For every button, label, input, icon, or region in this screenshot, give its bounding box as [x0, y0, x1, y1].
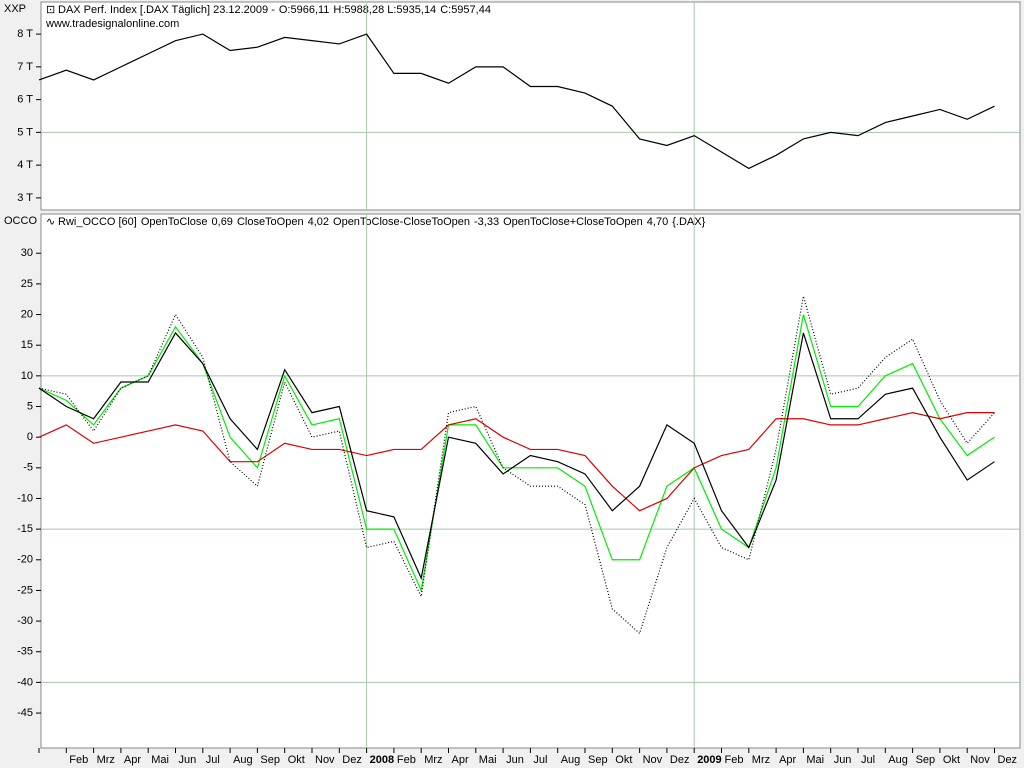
y-tick-label: 5: [27, 400, 33, 412]
x-tick-label: Okt: [615, 754, 632, 766]
x-tick-label: Mrz: [97, 754, 115, 766]
hlc-values: H:5988,28 L:5935,14: [333, 4, 436, 16]
x-tick-label: Okt: [943, 754, 960, 766]
axis-name: OCCO: [4, 215, 37, 227]
x-tick-label: Jul: [533, 754, 547, 766]
y-tick-label: 0: [27, 431, 33, 443]
indicator-title: Rwi_OCCO [60]: [58, 216, 137, 228]
y-tick-label: -10: [17, 492, 33, 504]
y-tick-label: 20: [21, 308, 33, 320]
x-tick-label: Feb: [397, 754, 416, 766]
price-title: ⊡ DAX Perf. Index [.DAX Täglich] 23.12.2…: [46, 4, 275, 16]
x-tick-label: Nov: [970, 754, 990, 766]
legend-value: -3,33: [474, 216, 499, 228]
x-tick-label: Okt: [288, 754, 305, 766]
x-tick-label: Feb: [69, 754, 88, 766]
x-tick-label: Jun: [506, 754, 524, 766]
legend-entry: OpenToClose: [141, 216, 208, 228]
series-line: [38, 314, 995, 593]
y-tick-label: 3 T: [17, 192, 33, 204]
legend-value: 4,70: [647, 216, 668, 228]
website: www.tradesignalonline.com: [45, 18, 179, 30]
y-tick-label: 15: [21, 339, 33, 351]
series-line: [38, 412, 995, 512]
x-tick-label: 2009: [697, 754, 721, 766]
legend-entry: CloseToOpen: [237, 216, 304, 228]
open-value: O:5966,11: [279, 4, 330, 16]
y-tick-label: -45: [17, 707, 33, 719]
x-tick-label: Feb: [725, 754, 744, 766]
x-tick-label: Nov: [643, 754, 663, 766]
indicator-panel: [40, 213, 1021, 749]
series-line: [38, 331, 995, 581]
legend-entry: OpenToClose+CloseToOpen: [503, 216, 643, 228]
title: DAX Perf. Index [.DAX Täglich] 23.12.200…: [58, 4, 275, 16]
icon: ⊡: [46, 4, 55, 16]
x-tick-label: Apr: [124, 754, 141, 766]
close-value: C:5957,44: [440, 4, 491, 16]
y-tick-label: 6 T: [17, 94, 33, 106]
legend-value: 0,69: [212, 216, 233, 228]
y-tick-label: -30: [17, 615, 33, 627]
y-tick-label: -35: [17, 646, 33, 658]
icon: ∿: [46, 216, 55, 228]
x-tick-label: Dez: [998, 754, 1018, 766]
x-tick-label: Mai: [479, 754, 497, 766]
y-tick-label: 8 T: [17, 28, 33, 40]
y-tick-label: -25: [17, 584, 33, 596]
x-tick-label: Apr: [452, 754, 469, 766]
y-tick-label: 7 T: [17, 61, 33, 73]
x-tick-label: Sep: [260, 754, 280, 766]
y-tick-label: -20: [17, 554, 33, 566]
x-tick-label: Dez: [342, 754, 362, 766]
x-tick-label: Jul: [206, 754, 220, 766]
x-tick-label: Mai: [151, 754, 169, 766]
series-line: [38, 295, 995, 635]
x-tick-label: Mai: [806, 754, 824, 766]
x-tick-label: Mrz: [752, 754, 770, 766]
x-tick-label: 2008: [370, 754, 394, 766]
y-tick-label: -40: [17, 676, 33, 688]
x-tick-label: Jun: [834, 754, 852, 766]
x-tick-label: Jul: [861, 754, 875, 766]
x-tick-label: Jun: [179, 754, 197, 766]
x-tick-label: Dez: [670, 754, 690, 766]
y-tick-label: 4 T: [17, 159, 33, 171]
axis-name: XXP: [4, 3, 26, 15]
x-tick-label: Sep: [588, 754, 608, 766]
y-tick-label: 30: [21, 247, 33, 259]
x-tick-label: Mrz: [424, 754, 442, 766]
x-tick-label: Sep: [916, 754, 936, 766]
indicator-source: {.DAX}: [672, 216, 705, 228]
legend-entry: OpenToClose-CloseToOpen: [333, 216, 470, 228]
y-tick-label: 25: [21, 278, 33, 290]
x-tick-label: Aug: [233, 754, 253, 766]
x-tick-label: Apr: [779, 754, 796, 766]
y-tick-label: 5 T: [17, 126, 33, 138]
y-tick-label: -5: [23, 462, 33, 474]
x-tick-label: Nov: [315, 754, 335, 766]
y-tick-label: 10: [21, 370, 33, 382]
x-tick-label: Aug: [888, 754, 908, 766]
legend-value: 4,02: [308, 216, 329, 228]
y-tick-label: -15: [17, 523, 33, 535]
series-line: [38, 33, 995, 170]
price-panel: [40, 1, 1021, 211]
x-tick-label: Aug: [561, 754, 581, 766]
